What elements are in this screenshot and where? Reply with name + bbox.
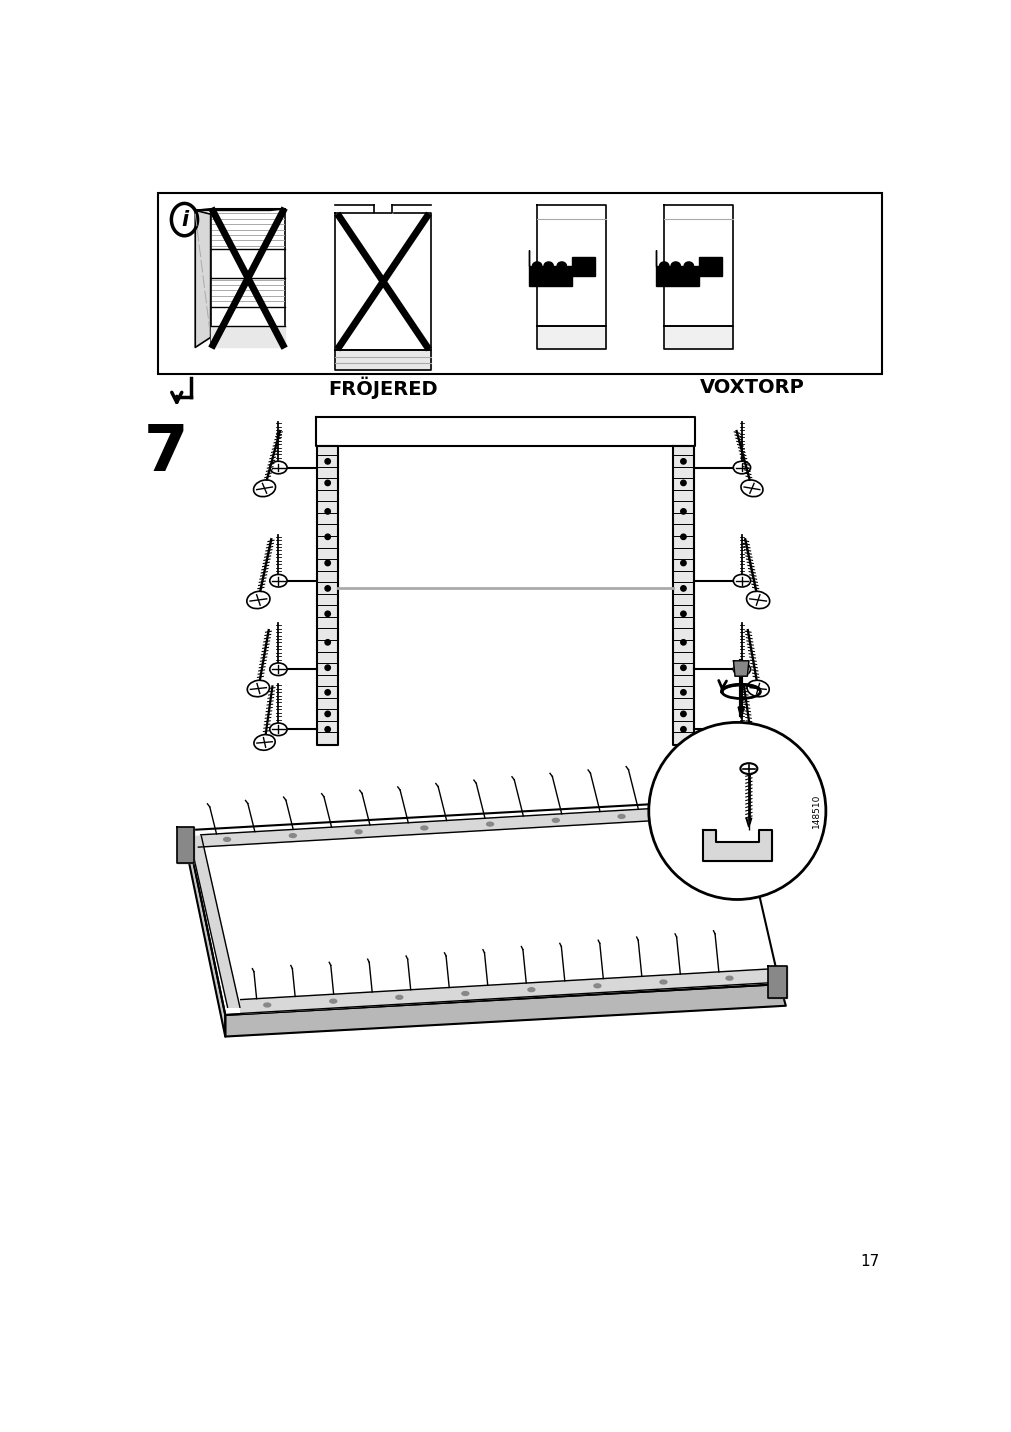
Ellipse shape xyxy=(725,977,732,979)
Text: VOXTORP: VOXTORP xyxy=(700,378,805,397)
Ellipse shape xyxy=(593,984,601,988)
Ellipse shape xyxy=(270,723,287,736)
Text: 148510: 148510 xyxy=(812,793,820,828)
Circle shape xyxy=(325,458,330,464)
Ellipse shape xyxy=(659,979,666,984)
Polygon shape xyxy=(733,660,748,676)
Polygon shape xyxy=(210,209,285,348)
Circle shape xyxy=(680,640,685,644)
Ellipse shape xyxy=(270,663,287,676)
Circle shape xyxy=(680,586,685,591)
Polygon shape xyxy=(663,205,733,326)
Circle shape xyxy=(680,560,685,566)
Polygon shape xyxy=(210,326,285,348)
Bar xyxy=(158,193,882,374)
Circle shape xyxy=(680,726,685,732)
Circle shape xyxy=(680,458,685,464)
Polygon shape xyxy=(187,799,778,1015)
Polygon shape xyxy=(177,828,194,862)
Ellipse shape xyxy=(289,833,296,838)
Polygon shape xyxy=(737,707,743,719)
Ellipse shape xyxy=(544,262,553,269)
Ellipse shape xyxy=(532,262,541,269)
Circle shape xyxy=(680,611,685,617)
Ellipse shape xyxy=(733,574,750,587)
Ellipse shape xyxy=(670,262,679,269)
Circle shape xyxy=(325,640,330,644)
Ellipse shape xyxy=(486,822,493,826)
Polygon shape xyxy=(529,251,594,286)
Circle shape xyxy=(648,722,825,899)
Ellipse shape xyxy=(254,735,275,750)
Polygon shape xyxy=(187,831,225,1037)
Polygon shape xyxy=(656,251,721,286)
Circle shape xyxy=(680,534,685,540)
Text: FRÖJERED: FRÖJERED xyxy=(328,377,438,398)
Ellipse shape xyxy=(618,815,625,818)
Text: 7: 7 xyxy=(144,422,188,484)
Circle shape xyxy=(325,508,330,514)
Ellipse shape xyxy=(733,461,750,474)
Circle shape xyxy=(325,690,330,695)
Ellipse shape xyxy=(421,826,428,831)
Polygon shape xyxy=(537,326,606,349)
Polygon shape xyxy=(241,969,771,1014)
Ellipse shape xyxy=(270,574,287,587)
Polygon shape xyxy=(195,211,210,348)
Text: 17: 17 xyxy=(859,1254,879,1269)
Polygon shape xyxy=(702,831,771,861)
Circle shape xyxy=(680,508,685,514)
Circle shape xyxy=(325,664,330,670)
Ellipse shape xyxy=(741,735,762,750)
Polygon shape xyxy=(537,205,606,326)
Ellipse shape xyxy=(733,723,750,736)
Ellipse shape xyxy=(528,988,535,991)
Ellipse shape xyxy=(395,995,402,1000)
Polygon shape xyxy=(373,205,392,212)
Circle shape xyxy=(680,690,685,695)
Circle shape xyxy=(325,611,330,617)
Ellipse shape xyxy=(330,1000,337,1002)
Polygon shape xyxy=(672,445,694,746)
Circle shape xyxy=(325,534,330,540)
Ellipse shape xyxy=(264,1002,270,1007)
Circle shape xyxy=(325,560,330,566)
Ellipse shape xyxy=(740,763,756,773)
Text: 26x: 26x xyxy=(592,806,660,839)
Ellipse shape xyxy=(746,591,769,609)
Polygon shape xyxy=(335,351,431,371)
Ellipse shape xyxy=(557,262,566,269)
Polygon shape xyxy=(767,965,787,998)
Ellipse shape xyxy=(171,203,197,236)
Polygon shape xyxy=(335,212,431,351)
Circle shape xyxy=(325,712,330,716)
Ellipse shape xyxy=(223,838,231,842)
Polygon shape xyxy=(225,984,786,1037)
Ellipse shape xyxy=(355,831,362,833)
Circle shape xyxy=(680,664,685,670)
Polygon shape xyxy=(663,326,733,349)
Ellipse shape xyxy=(683,811,691,815)
Ellipse shape xyxy=(659,262,668,269)
Circle shape xyxy=(680,712,685,716)
Ellipse shape xyxy=(733,663,750,676)
Polygon shape xyxy=(195,209,285,211)
Circle shape xyxy=(325,480,330,485)
Ellipse shape xyxy=(270,461,287,474)
Ellipse shape xyxy=(740,480,762,497)
Ellipse shape xyxy=(254,480,275,497)
Text: i: i xyxy=(181,209,188,229)
Ellipse shape xyxy=(552,818,559,822)
Ellipse shape xyxy=(683,262,693,269)
Polygon shape xyxy=(198,803,729,848)
Circle shape xyxy=(680,480,685,485)
Ellipse shape xyxy=(746,680,768,697)
Polygon shape xyxy=(189,836,240,1007)
Ellipse shape xyxy=(247,680,269,697)
Polygon shape xyxy=(316,445,338,746)
Circle shape xyxy=(325,586,330,591)
Ellipse shape xyxy=(247,591,270,609)
Ellipse shape xyxy=(461,991,468,995)
Circle shape xyxy=(325,726,330,732)
